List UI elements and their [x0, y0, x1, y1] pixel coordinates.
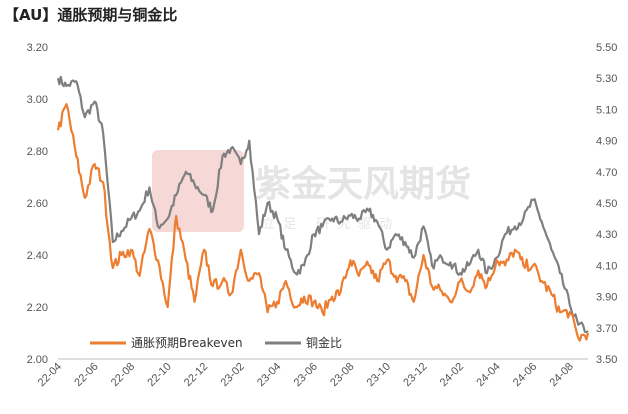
x-tick-label: 23-02: [218, 361, 246, 389]
right-y-tick-label: 4.10: [596, 260, 617, 272]
right-y-tick-label: 5.10: [596, 104, 617, 116]
legend-label-copper-gold: 铜金比: [306, 335, 342, 350]
x-tick-label: 22-08: [109, 361, 137, 389]
legend-label-breakeven: 通胀预期Breakeven: [131, 336, 243, 350]
left-y-tick-label: 2.60: [27, 198, 48, 210]
watermark-logo: [152, 150, 244, 232]
series-line-breakeven: [56, 103, 590, 342]
watermark: 紫金天风期货 立足 研究驱动: [152, 150, 471, 232]
x-tick-label: 22-06: [72, 361, 100, 389]
x-tick-label: 24-04: [474, 361, 502, 389]
watermark-main-text: 紫金天风期货: [255, 163, 471, 205]
right-y-tick-label: 4.50: [596, 198, 617, 210]
right-y-tick-label: 5.30: [596, 73, 617, 85]
series-layer: [56, 75, 590, 342]
x-tick-label: 23-08: [328, 361, 356, 389]
x-tick-label: 22-12: [182, 361, 210, 389]
x-tick-label: 24-06: [511, 361, 539, 389]
left-y-tick-label: 2.80: [27, 146, 48, 158]
left-y-tick-label: 2.00: [27, 354, 48, 366]
legend: 通胀预期Breakeven 铜金比: [90, 335, 342, 350]
x-tick-label: 23-06: [292, 361, 320, 389]
right-y-tick-label: 5.50: [596, 42, 617, 54]
left-y-tick-label: 2.20: [27, 302, 48, 314]
x-tick-label: 23-12: [401, 361, 429, 389]
chart-title: 【AU】通胀预期与铜金比: [4, 6, 178, 24]
right-y-tick-label: 4.90: [596, 136, 617, 148]
right-y-tick-label: 4.70: [596, 167, 617, 179]
right-y-tick-label: 3.50: [596, 354, 617, 366]
x-tick-label: 23-10: [365, 361, 393, 389]
x-tick-label: 24-02: [438, 361, 466, 389]
watermark-sub-text: 立足 研究驱动: [262, 217, 400, 232]
right-y-tick-label: 4.30: [596, 229, 617, 241]
series-line-copper-gold: [56, 75, 589, 334]
x-tick-label: 23-04: [255, 361, 283, 389]
x-tick-label: 24-08: [547, 361, 575, 389]
left-y-tick-label: 3.00: [27, 94, 48, 106]
right-y-tick-label: 3.70: [596, 323, 617, 335]
left-y-tick-label: 3.20: [27, 42, 48, 54]
x-tick-label: 22-10: [145, 361, 173, 389]
right-y-tick-label: 3.90: [596, 292, 617, 304]
left-y-tick-label: 2.40: [27, 250, 48, 262]
